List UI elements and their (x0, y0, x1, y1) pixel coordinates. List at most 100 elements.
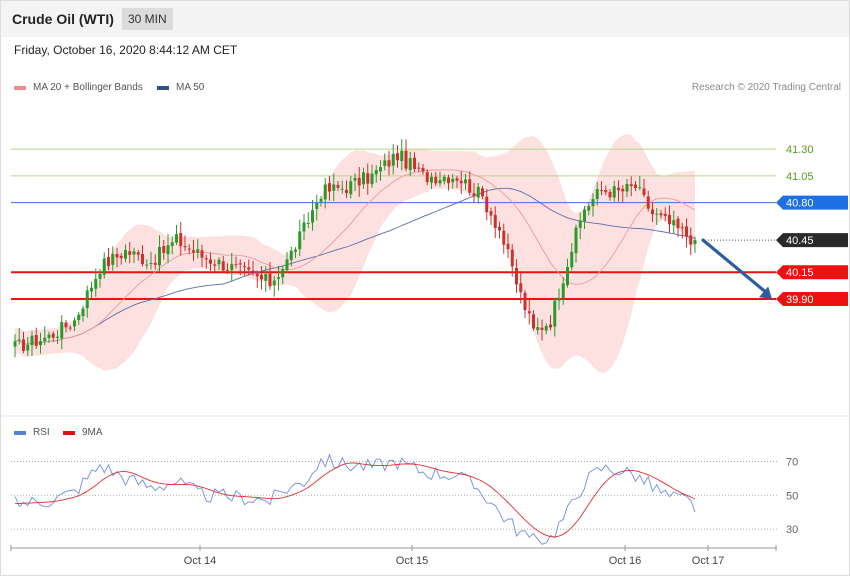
legend-bb-label: MA 20 + Bollinger Bands (33, 82, 143, 93)
candle-body (175, 234, 178, 243)
candle-body (689, 235, 693, 245)
candle-body (629, 184, 633, 187)
candle-body (557, 297, 561, 301)
candle-body (94, 278, 98, 289)
candle-body (447, 177, 450, 184)
candle-body (396, 153, 399, 161)
candle-body (659, 213, 663, 216)
candle-body (247, 267, 251, 270)
candle-body (132, 251, 136, 255)
candle-body (323, 184, 327, 200)
candle-body (340, 188, 344, 190)
candle-body (187, 248, 191, 250)
legend-swatch-9ma (63, 430, 75, 435)
interval-badge[interactable]: 30 MIN (122, 8, 173, 30)
candle-body (651, 209, 654, 215)
candle-body (51, 333, 55, 338)
candle-body (561, 283, 565, 298)
candle-body (30, 335, 34, 346)
candle-body (153, 262, 157, 265)
x-label-oct-16: Oct 16 (609, 555, 641, 567)
candle-body (680, 227, 684, 229)
candle-body (612, 186, 616, 198)
candle-body (349, 181, 353, 195)
rsi-9ma-line (14, 462, 696, 538)
candle-body (574, 227, 578, 254)
candle-body (532, 314, 535, 329)
candle-body (34, 335, 38, 346)
candle-body (170, 242, 174, 246)
candle-body (217, 259, 221, 265)
candle-body (642, 188, 646, 195)
candle-body (498, 226, 501, 231)
level-label-40-80: 40.80 (786, 198, 814, 210)
candle-body (285, 259, 289, 271)
candle-body (506, 243, 510, 250)
candle-body (617, 187, 620, 191)
rsi-tick-70: 70 (786, 456, 798, 468)
candle-body (162, 246, 166, 253)
legend-swatch-ma50 (157, 85, 169, 90)
candle-body (136, 252, 140, 255)
candle-body (655, 213, 659, 215)
candle-body (540, 327, 544, 330)
ma20-line (14, 169, 696, 345)
candle-body (60, 321, 64, 339)
legend-ma50-label: MA 50 (176, 82, 205, 93)
candle-body (128, 251, 132, 255)
candle-body (277, 277, 280, 279)
candle-body (451, 178, 455, 183)
candle-body (43, 337, 47, 342)
level-tag-40-80 (776, 195, 848, 210)
candle-body (595, 189, 599, 200)
projection-arrow-shaft (701, 238, 770, 296)
candle-body (111, 253, 115, 265)
candle-body (413, 157, 416, 169)
candle-body (255, 273, 259, 277)
candle-body (158, 246, 161, 266)
candle-body (570, 251, 574, 268)
candle-body (315, 202, 319, 210)
candle-body (502, 230, 506, 245)
candle-body (353, 177, 357, 181)
candle-body (519, 283, 523, 293)
candle-body (544, 325, 548, 331)
level-label-40-15: 40.15 (786, 267, 814, 279)
candle-body (685, 226, 688, 237)
candle-body (166, 245, 170, 255)
candle-body (663, 213, 667, 216)
credit-text: Research © 2020 Trading Central (691, 82, 841, 93)
candle-body (693, 240, 697, 244)
candle-body (289, 250, 293, 261)
candle-body (387, 160, 391, 167)
candle-body (17, 339, 21, 341)
candle-body (438, 179, 442, 184)
candle-body (47, 334, 51, 339)
candle-body (56, 336, 59, 338)
level-tag-40-15 (776, 265, 848, 280)
timestamp: Friday, October 16, 2020 8:44:12 AM CET (14, 43, 238, 57)
candle-body (102, 258, 106, 275)
candle-body (553, 300, 557, 327)
candle-body (442, 176, 446, 182)
candle-body (64, 322, 68, 328)
candle-body (404, 150, 408, 169)
candle-body (39, 341, 42, 346)
candle-body (22, 339, 25, 351)
candle-body (115, 253, 119, 258)
projection-arrow-head (759, 286, 772, 299)
candle-body (141, 254, 144, 265)
candle-body (515, 267, 518, 285)
candle-body (302, 222, 306, 232)
candle-body (464, 179, 467, 184)
instrument-title: Crude Oil (WTI) (12, 11, 114, 27)
candle-body (213, 264, 217, 266)
legend-bollinger: MA 20 + Bollinger Bands (14, 82, 143, 93)
candle-body (408, 158, 412, 171)
candle-body (672, 220, 676, 226)
level-label-41-30: 41.30 (786, 144, 814, 156)
candle-body (332, 184, 336, 191)
candle-body (145, 264, 149, 266)
candle-body (77, 314, 81, 321)
